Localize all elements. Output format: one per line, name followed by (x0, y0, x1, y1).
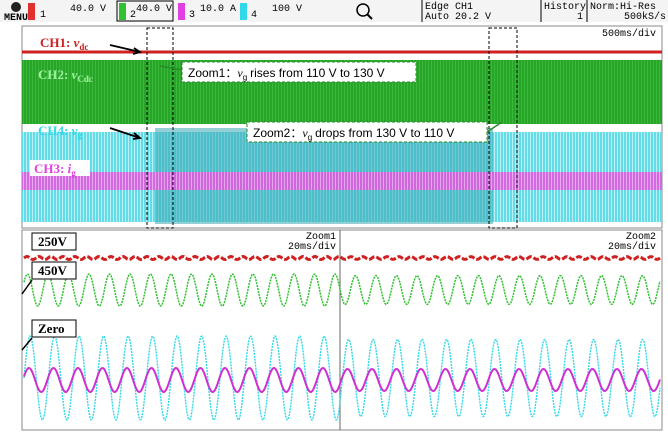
zoom: Zoom1： (188, 66, 237, 80)
ch-color (240, 3, 247, 20)
ch: CH1: (40, 35, 70, 50)
menu-icon[interactable] (11, 2, 21, 12)
ch-number: 3 (189, 10, 195, 21)
ch4-label: CH4: vg (38, 123, 82, 140)
history-count: 1 (577, 12, 583, 23)
sub: g (243, 73, 247, 82)
ch-color (119, 3, 126, 20)
text: rises from 110 V to 130 V (250, 66, 385, 80)
main-timebase: 500ms/div (602, 28, 656, 40)
ch: CH2: (38, 67, 68, 82)
sub: dc (79, 42, 88, 52)
oscilloscope-screen: MENU 140.0 V 240.0 V 310.0 A 4100 V Edge… (0, 0, 668, 433)
ch-scale: 40.0 V (136, 4, 172, 15)
ch-scale: 100 V (272, 4, 302, 15)
level-label: Zero (38, 321, 64, 336)
ch3-trace (22, 172, 662, 190)
sub: Cdc (77, 74, 93, 84)
zoom1-timebase: 20ms/div (288, 241, 336, 253)
ch-scale: 40.0 V (70, 4, 106, 15)
menu-label[interactable]: MENU (4, 13, 28, 24)
zoom2-timebase: 20ms/div (608, 241, 656, 253)
sub: g (71, 168, 76, 178)
sub: g (77, 130, 82, 140)
text: drops from 130 V to 110 V (315, 126, 454, 140)
ch-color (28, 3, 35, 20)
sub: g (308, 133, 312, 142)
ch-scale: 10.0 A (200, 4, 236, 15)
ch1-zoom (24, 257, 660, 260)
sample-rate: 500kS/s (624, 11, 666, 23)
ch-number: 1 (40, 10, 46, 21)
trigger-level: Auto 20.2 V (425, 12, 491, 23)
level-label: 450V (38, 263, 68, 278)
zoom: Zoom2： (253, 126, 302, 140)
ch3-label: CH3: ig (34, 161, 76, 178)
ch: CH4: (38, 123, 68, 138)
ch-color (178, 3, 185, 20)
ch-number: 4 (251, 10, 257, 21)
level-label: 250V (38, 234, 68, 249)
ch: CH3: (34, 161, 64, 176)
